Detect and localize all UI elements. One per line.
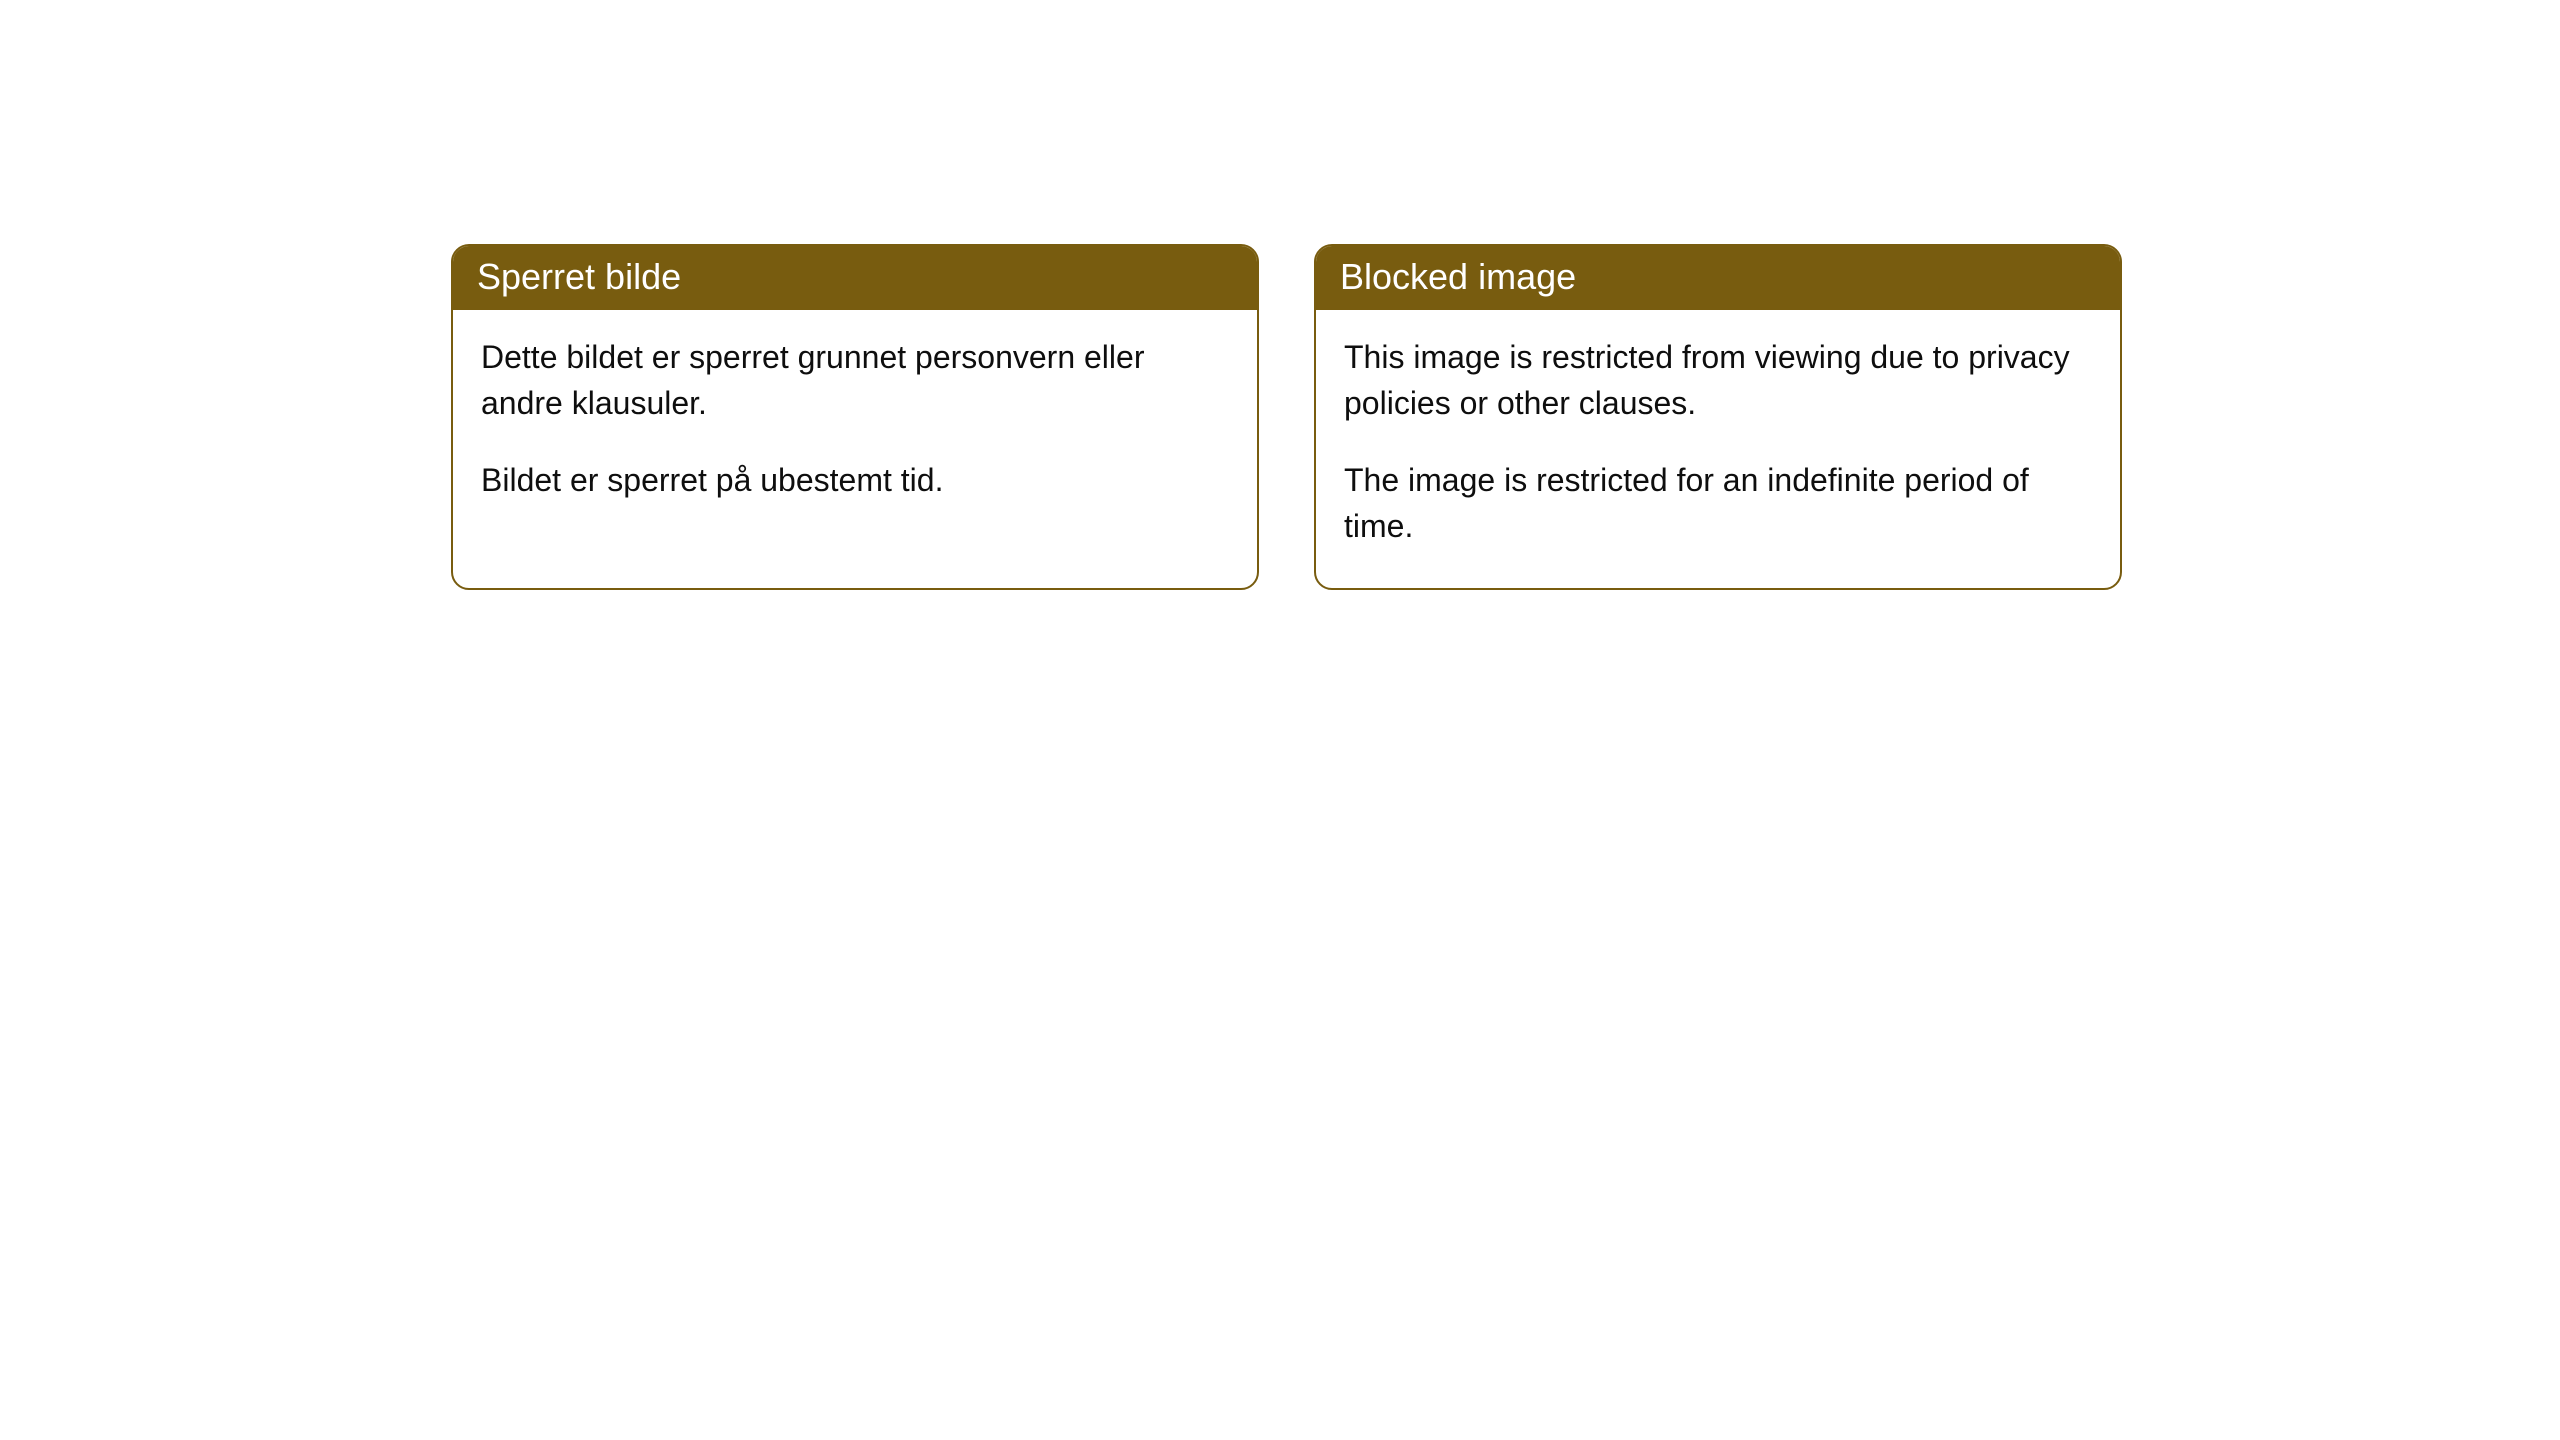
notice-card-english: Blocked image This image is restricted f…	[1314, 244, 2122, 590]
card-body: This image is restricted from viewing du…	[1316, 310, 2120, 588]
card-paragraph: This image is restricted from viewing du…	[1344, 334, 2092, 427]
card-paragraph: Bildet er sperret på ubestemt tid.	[481, 457, 1229, 503]
notice-cards-container: Sperret bilde Dette bildet er sperret gr…	[451, 244, 2560, 590]
card-title: Sperret bilde	[453, 246, 1257, 310]
card-body: Dette bildet er sperret grunnet personve…	[453, 310, 1257, 541]
card-title: Blocked image	[1316, 246, 2120, 310]
card-paragraph: The image is restricted for an indefinit…	[1344, 457, 2092, 550]
notice-card-norwegian: Sperret bilde Dette bildet er sperret gr…	[451, 244, 1259, 590]
card-paragraph: Dette bildet er sperret grunnet personve…	[481, 334, 1229, 427]
